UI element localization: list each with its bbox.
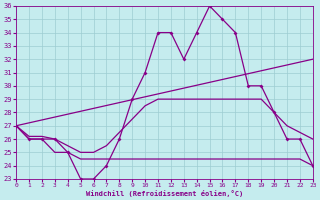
- X-axis label: Windchill (Refroidissement éolien,°C): Windchill (Refroidissement éolien,°C): [86, 190, 243, 197]
